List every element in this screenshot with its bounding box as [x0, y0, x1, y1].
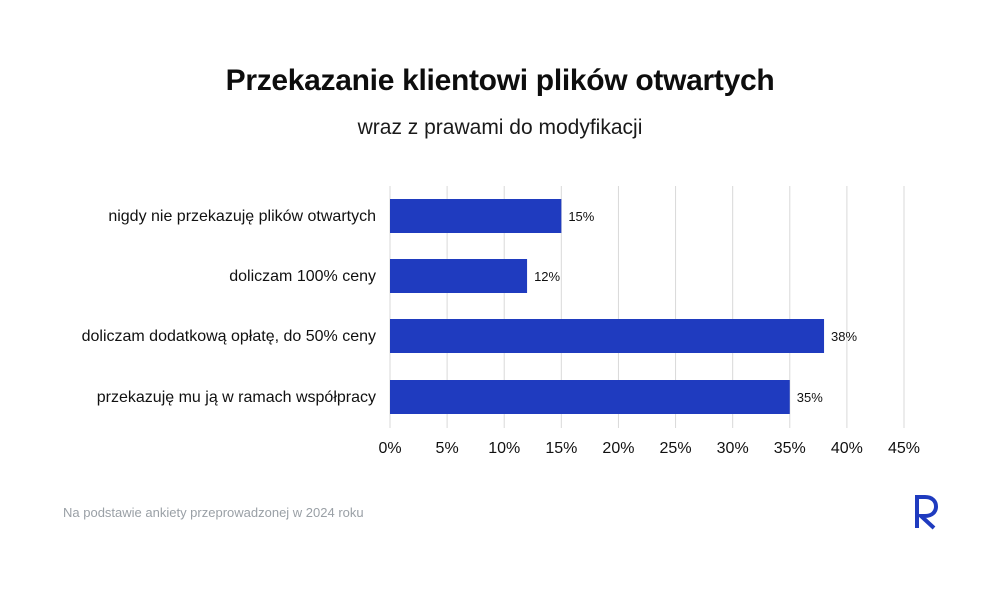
- bar: [390, 259, 528, 293]
- data-label: 35%: [797, 390, 823, 405]
- bar: [390, 199, 562, 233]
- category-label: doliczam dodatkową opłatę, do 50% ceny: [82, 328, 376, 345]
- x-tick-label: 15%: [545, 440, 577, 457]
- chart-title: Przekazanie klientowi plików otwartych: [225, 64, 775, 97]
- x-tick-label: 30%: [717, 440, 749, 457]
- value-labels: 15% 12% 38% 35%: [534, 209, 857, 405]
- data-label: 12%: [534, 269, 560, 284]
- x-tick-label: 40%: [831, 440, 863, 457]
- x-tick-label: 35%: [774, 440, 806, 457]
- category-labels: nigdy nie przekazuję plików otwartych dol…: [82, 208, 376, 406]
- bar: [390, 319, 825, 353]
- x-tick-label: 10%: [488, 440, 520, 457]
- data-label: 15%: [568, 209, 594, 224]
- data-label: 38%: [831, 329, 857, 344]
- category-label: przekazuję mu ją w ramach współpracy: [97, 389, 376, 406]
- brand-r-logo-icon: [915, 495, 939, 530]
- bars: [390, 199, 825, 414]
- x-tick-label: 5%: [436, 440, 459, 457]
- x-tick-label: 45%: [888, 440, 920, 457]
- bar: [390, 380, 790, 414]
- x-tick-label: 25%: [660, 440, 692, 457]
- x-axis-tick-labels: 0% 5% 10% 15% 20% 25% 30% 35% 40% 45%: [378, 440, 920, 457]
- x-tick-label: 0%: [378, 440, 401, 457]
- category-label: nigdy nie przekazuję plików otwartych: [108, 208, 376, 225]
- x-tick-label: 20%: [602, 440, 634, 457]
- chart-subtitle: wraz z prawami do modyfikacji: [357, 116, 643, 139]
- category-label: doliczam 100% ceny: [229, 268, 376, 285]
- source-footnote: Na podstawie ankiety przeprowadzonej w 2…: [63, 505, 364, 520]
